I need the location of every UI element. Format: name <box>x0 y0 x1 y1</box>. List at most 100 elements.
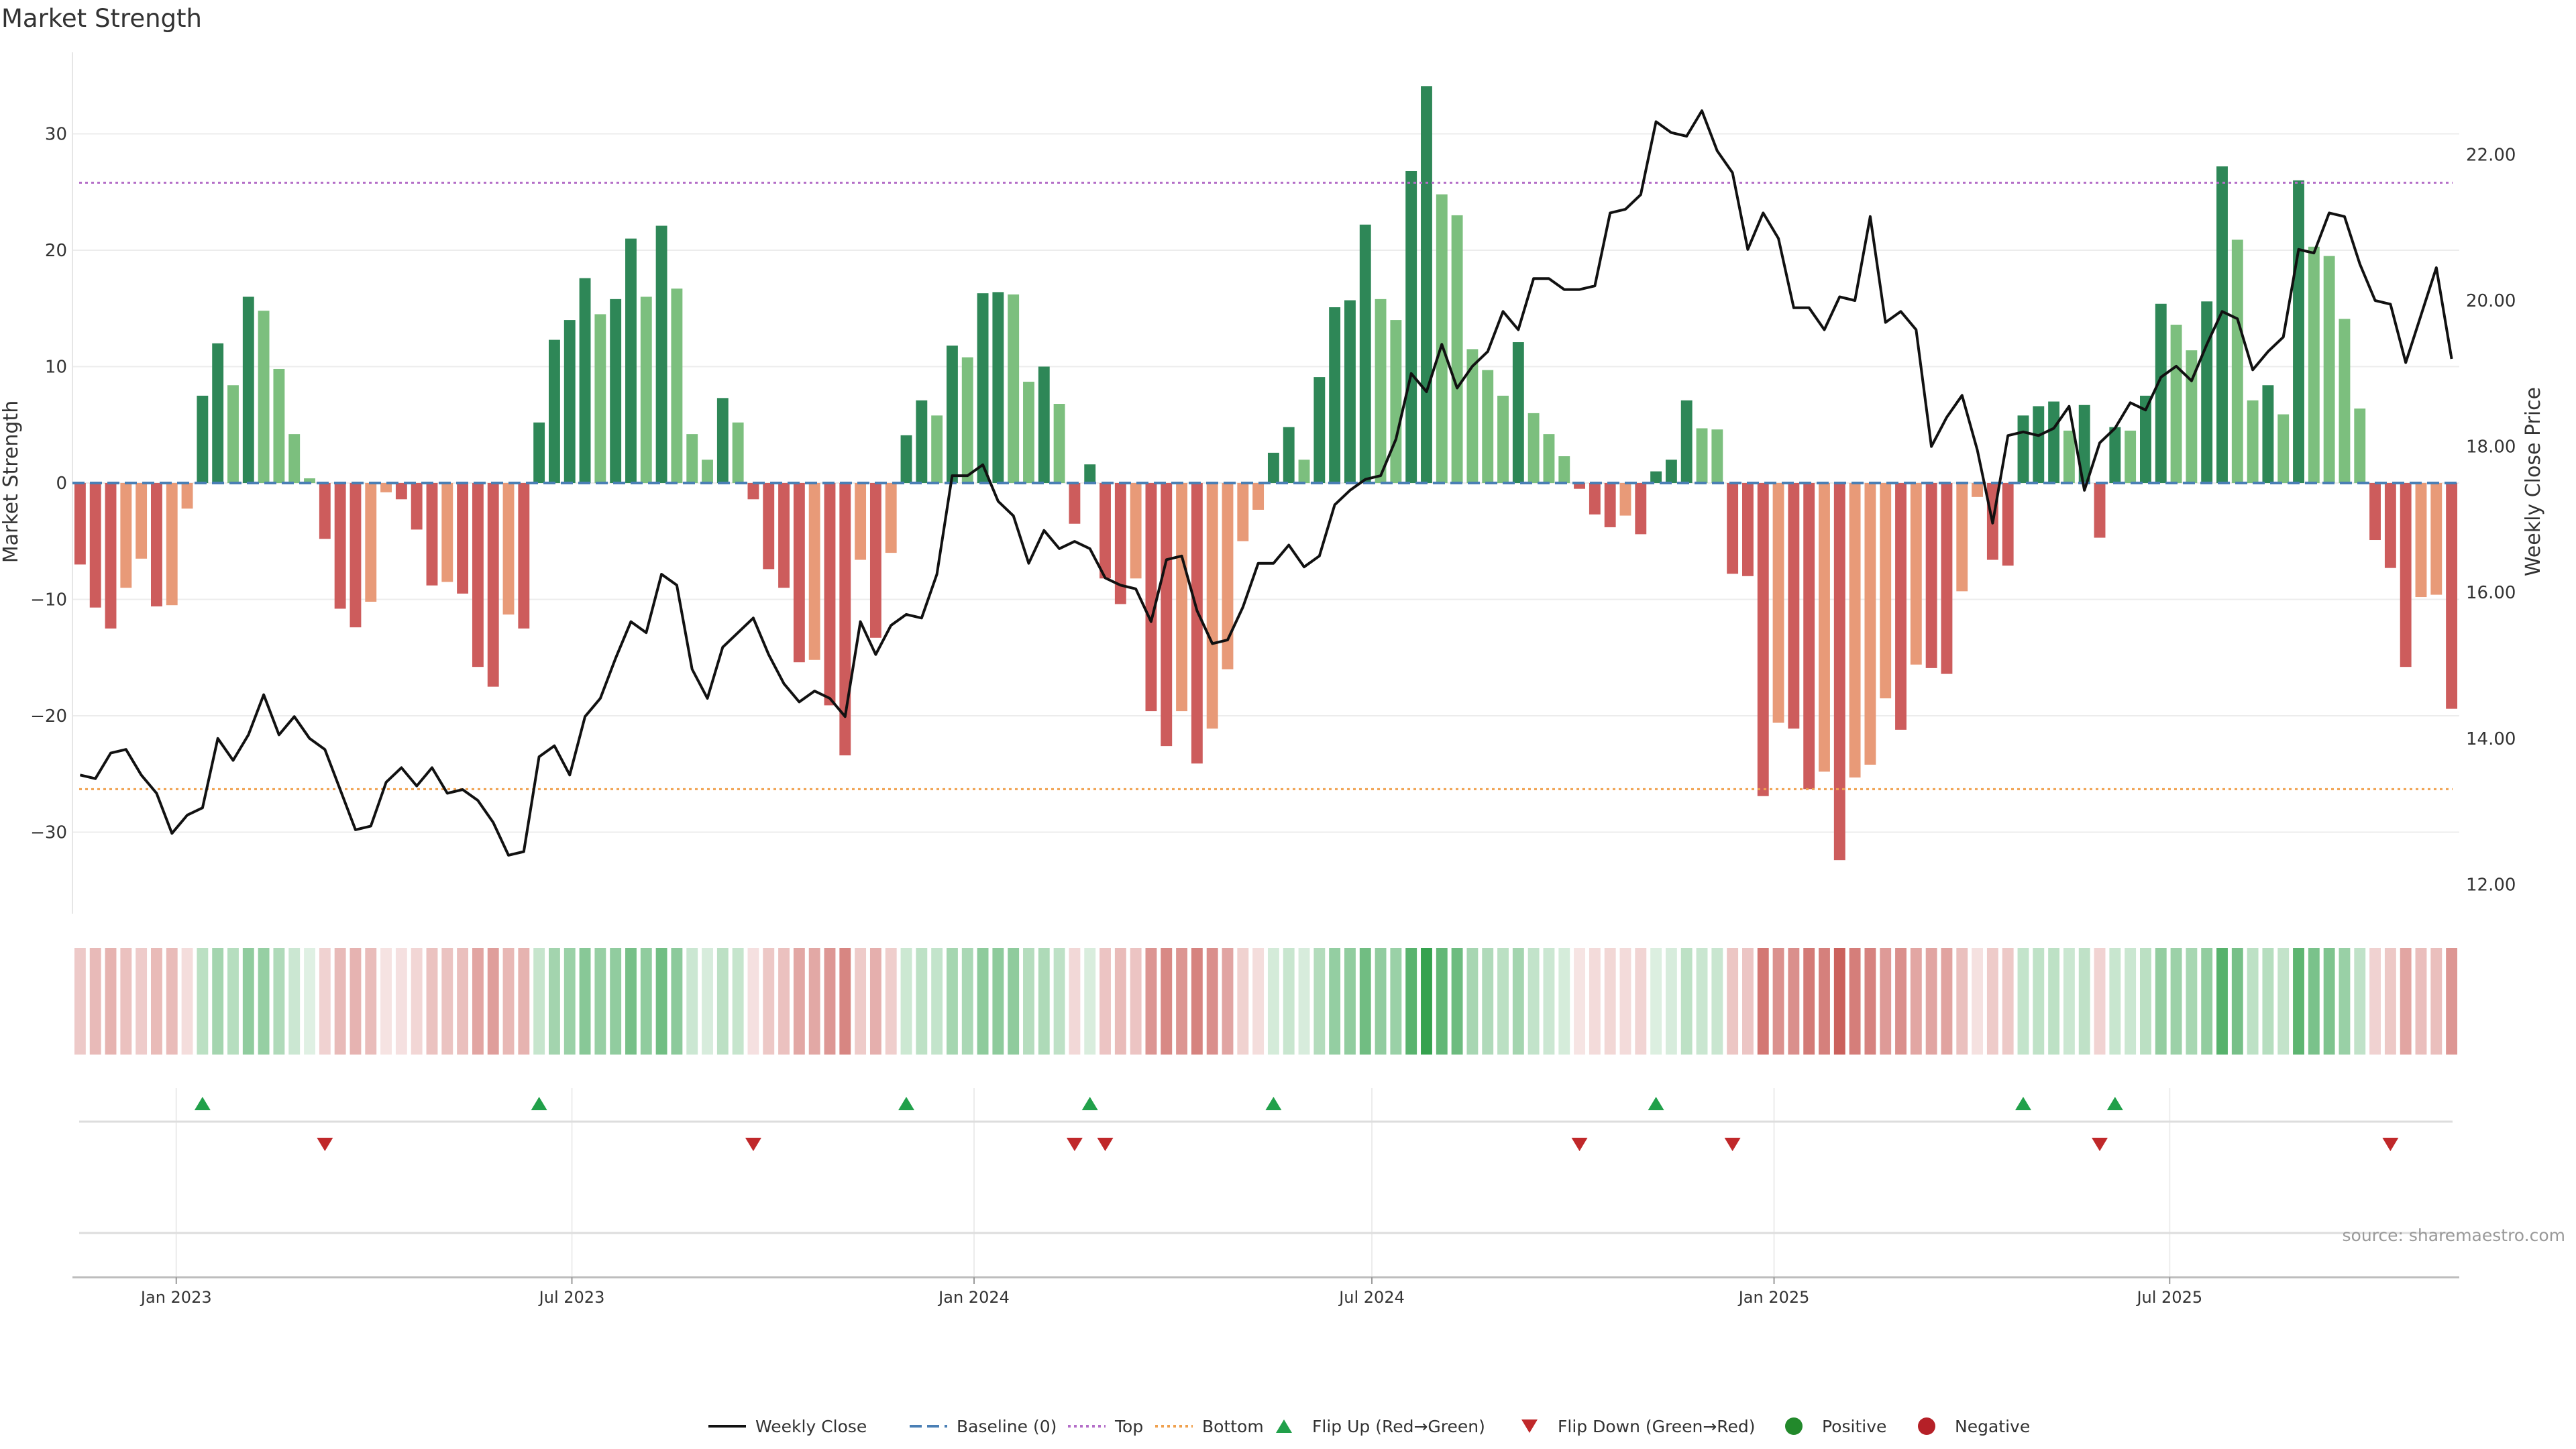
strength-bar <box>625 238 637 483</box>
heat-cell <box>166 948 178 1055</box>
strength-bar <box>1711 429 1723 483</box>
strength-bar <box>686 434 698 483</box>
heat-cell <box>992 948 1004 1055</box>
heat-cell <box>136 948 148 1055</box>
left-tick-label: 30 <box>45 124 67 144</box>
strength-bar <box>1497 395 1509 483</box>
strength-bar <box>136 483 148 559</box>
strength-bar <box>1482 370 1494 483</box>
strength-bar <box>2201 301 2213 483</box>
left-tick-label: 20 <box>45 241 67 261</box>
strength-bar <box>1788 483 1800 729</box>
strength-bar <box>931 415 943 483</box>
strength-bar <box>1252 483 1265 510</box>
strength-bar <box>120 483 132 588</box>
heat-cell <box>1497 948 1509 1055</box>
strength-bar <box>2400 483 2412 667</box>
strength-bar <box>1344 300 1356 483</box>
strength-bars <box>74 86 2458 861</box>
strength-bar <box>1451 215 1463 483</box>
strength-bar <box>1604 483 1616 527</box>
heat-cell <box>1390 948 1402 1055</box>
strength-bar <box>1283 427 1295 483</box>
heat-cell <box>1635 948 1647 1055</box>
strength-bar <box>1191 483 1203 764</box>
reference-lines <box>72 181 2459 790</box>
strength-bar <box>212 343 224 483</box>
strength-bar <box>1619 483 1631 516</box>
x-tick-label: Jul 2024 <box>1338 1288 1405 1307</box>
heat-cell <box>747 948 759 1055</box>
strength-bar <box>716 398 729 483</box>
strength-bar <box>2415 483 2427 598</box>
heat-cell <box>74 948 86 1055</box>
strength-heat-strip <box>74 948 2458 1055</box>
flip-down-marker <box>317 1138 333 1151</box>
heat-cell <box>1849 948 1861 1055</box>
heat-cell <box>1574 948 1585 1055</box>
strength-bar <box>472 483 484 667</box>
heat-cell <box>2109 948 2121 1055</box>
strength-bar <box>793 483 805 663</box>
strength-bar <box>395 483 407 500</box>
strength-bar <box>1436 194 1448 483</box>
strength-bar <box>2384 483 2396 568</box>
heat-cell <box>304 948 315 1055</box>
strength-bar <box>1696 428 1708 483</box>
strength-bar <box>824 483 836 706</box>
strength-bar <box>1222 483 1234 669</box>
heat-cell <box>1114 948 1126 1055</box>
strength-bar <box>89 483 101 608</box>
legend-swatch <box>1785 1417 1803 1435</box>
heat-cell <box>1298 948 1310 1055</box>
strength-bar <box>304 478 315 483</box>
x-tick-label: Jul 2023 <box>538 1288 605 1307</box>
strength-bar <box>151 483 162 606</box>
strength-bar <box>947 345 958 483</box>
strength-bar <box>610 299 622 483</box>
heat-cell <box>441 948 453 1055</box>
heat-cell <box>1604 948 1616 1055</box>
heat-cell <box>1711 948 1723 1055</box>
strength-bar <box>2140 395 2151 483</box>
legend: Weekly Close Baseline (0) Top Bottom Flip Up… <box>708 1417 2030 1436</box>
strength-bar <box>885 483 897 553</box>
heat-cell <box>1283 948 1295 1055</box>
heat-cell <box>1742 948 1754 1055</box>
strength-bar <box>1864 483 1876 765</box>
heat-cell <box>594 948 606 1055</box>
heat-cell <box>579 948 591 1055</box>
left-tick-label: 10 <box>45 357 67 377</box>
strength-bar <box>166 483 178 606</box>
heat-cell <box>1451 948 1463 1055</box>
strength-bar <box>1757 483 1769 796</box>
heat-cell <box>181 948 193 1055</box>
strength-bar <box>258 311 270 483</box>
flip-down-marker <box>2092 1138 2108 1151</box>
heat-cell <box>1466 948 1479 1055</box>
strength-bar <box>2446 483 2458 709</box>
heat-cell <box>2125 948 2137 1055</box>
strength-bar <box>1956 483 1968 592</box>
heat-cell <box>518 948 530 1055</box>
heat-cell <box>1130 948 1142 1055</box>
heat-cell <box>2231 948 2243 1055</box>
strength-bar <box>1880 483 1892 698</box>
heat-cell <box>1237 948 1249 1055</box>
strength-bar <box>702 460 713 483</box>
strength-bar <box>549 339 560 483</box>
heat-cell <box>869 948 881 1055</box>
strength-bar <box>2369 483 2381 541</box>
heat-cell <box>1788 948 1800 1055</box>
strength-bar <box>2125 430 2137 483</box>
heat-cell <box>1986 948 1998 1055</box>
strength-bar <box>1635 483 1647 535</box>
strength-bar <box>1023 382 1034 483</box>
strength-bar <box>747 483 759 500</box>
legend-label: Top <box>1114 1417 1143 1436</box>
strength-bar <box>441 483 453 582</box>
strength-bar <box>1237 483 1249 541</box>
legend-item: Flip Up (Red→Green) <box>1276 1417 1485 1436</box>
heat-cell <box>1436 948 1448 1055</box>
strength-bar <box>1803 483 1815 790</box>
